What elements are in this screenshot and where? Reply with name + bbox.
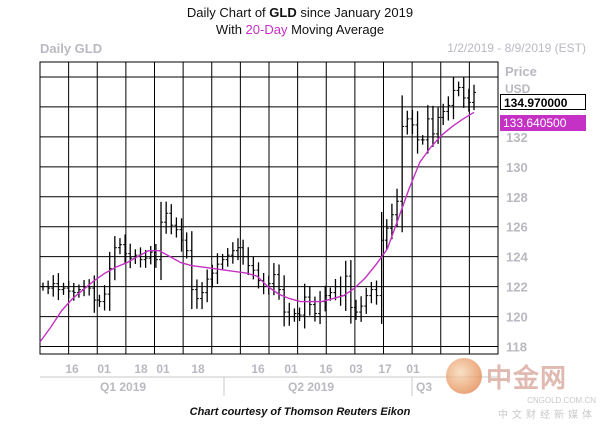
- price-axis-label: Price: [505, 64, 537, 79]
- watermark-url: CNGOLD.COM.CN: [527, 396, 596, 405]
- watermark-text: 中金网: [486, 363, 568, 393]
- y-tick-label: 126: [506, 220, 528, 235]
- subtitle-accent: 20-Day: [245, 22, 288, 37]
- y-tick-label: 122: [506, 280, 528, 295]
- y-tick-labels: 118 120 122 124 126 128 130 132: [506, 130, 528, 355]
- subtitle-prefix: With: [215, 22, 246, 37]
- currency-label: USD: [505, 82, 531, 96]
- title-line-2: With 20-Day Moving Average: [0, 21, 600, 38]
- subtitle-suffix: Moving Average: [287, 22, 385, 37]
- last-price-badge: 134.970000: [500, 94, 586, 110]
- x-tick-label: 01: [156, 362, 170, 376]
- quarter-label-q1: Q1 2019: [100, 380, 147, 394]
- quarter-label-q3: Q3: [416, 380, 433, 394]
- chart-credit: Chart courtesy of Thomson Reuters Eikon: [189, 406, 411, 418]
- x-tick-labels: 16 01 18 01 18 16 01 16 03 17 01: [65, 362, 420, 376]
- x-tick-label: 18: [191, 362, 205, 376]
- moving-average-badge: 133.640500: [500, 115, 586, 131]
- y-tick-label: 120: [506, 310, 528, 325]
- y-tick-label: 124: [506, 250, 528, 265]
- moving-average-line: [39, 111, 475, 343]
- x-tick-label: 01: [284, 362, 298, 376]
- date-range-label: 1/2/2019 - 8/9/2019 (EST): [447, 41, 586, 55]
- y-tick-label: 130: [506, 160, 528, 175]
- x-tick-label: 17: [378, 362, 392, 376]
- x-tick-label: 16: [251, 362, 265, 376]
- x-tick-label: 18: [134, 362, 148, 376]
- chart-name-label: Daily GLD: [40, 41, 103, 56]
- title-ticker: GLD: [269, 5, 297, 20]
- x-tick-label: 01: [406, 362, 420, 376]
- price-bars: [41, 76, 476, 329]
- quarter-label-q2: Q2 2019: [288, 380, 335, 394]
- y-tick-label: 128: [506, 190, 528, 205]
- chart-title: Daily Chart of GLD since January 2019 Wi…: [0, 4, 600, 38]
- title-line-1: Daily Chart of GLD since January 2019: [0, 4, 600, 21]
- watermark-subtitle: 中文财经新媒体: [498, 410, 596, 421]
- y-tick-label: 132: [506, 130, 528, 145]
- y-tick-label: 118: [506, 340, 527, 355]
- x-tick-label: 16: [319, 362, 333, 376]
- title-suffix: since January 2019: [296, 5, 414, 20]
- watermark: 中金网 CNGOLD.COM.CN 中文财经新媒体: [446, 358, 596, 421]
- title-prefix: Daily Chart of: [186, 5, 270, 20]
- x-tick-label: 16: [65, 362, 79, 376]
- watermark-logo-icon: [446, 358, 482, 394]
- x-tick-label: 01: [97, 362, 111, 376]
- x-tick-label: 03: [349, 362, 363, 376]
